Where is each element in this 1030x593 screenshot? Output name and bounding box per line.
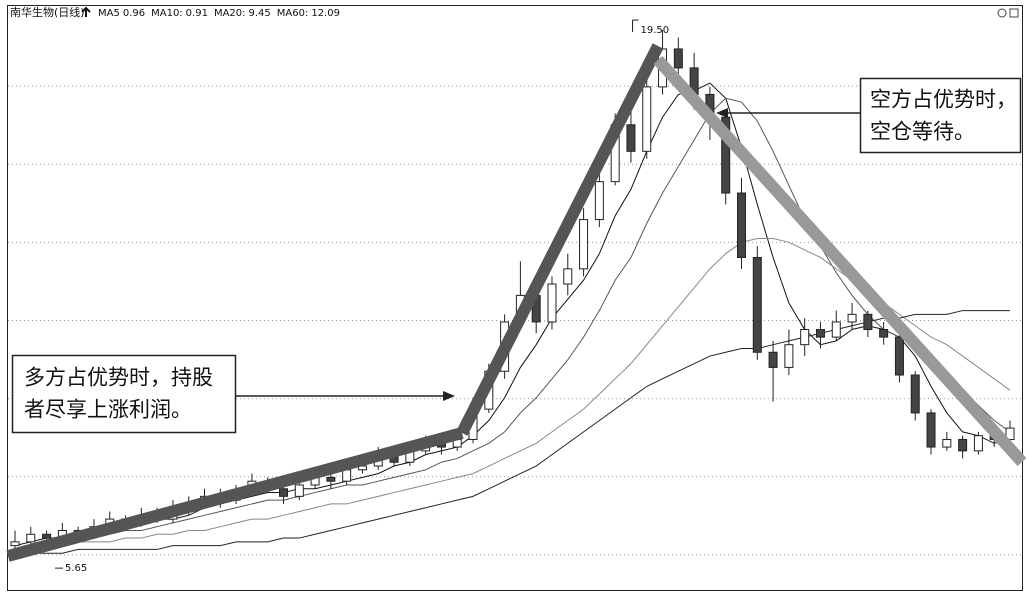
ma-line bbox=[15, 310, 1010, 554]
legend-name: MA20: bbox=[214, 8, 246, 19]
candle-body bbox=[547, 283, 557, 323]
legend-arrow bbox=[81, 6, 91, 17]
candle-body bbox=[863, 313, 873, 331]
legend-value: 0.96 bbox=[123, 8, 145, 19]
bull-trend-line bbox=[456, 43, 664, 436]
legend-value: 9.45 bbox=[249, 8, 271, 19]
candle-body bbox=[26, 533, 36, 543]
candle-body bbox=[879, 329, 889, 338]
candle-body bbox=[721, 116, 731, 194]
high-label: 19.50 bbox=[641, 25, 670, 36]
arrowhead bbox=[443, 391, 455, 401]
candle-body bbox=[768, 351, 778, 368]
pointer bbox=[632, 19, 639, 32]
candle-body bbox=[910, 374, 920, 414]
frame bbox=[7, 5, 1023, 591]
window-icon[interactable] bbox=[1009, 8, 1019, 18]
legend: MA5 0.96 MA10: 0.91 MA20: 9.45 MA60: 12.09 bbox=[81, 6, 340, 19]
annotation-box bbox=[859, 77, 1022, 154]
candle-body bbox=[326, 476, 336, 482]
candle-body bbox=[42, 533, 52, 539]
candle-body bbox=[673, 48, 683, 69]
legend-name: MA60: bbox=[277, 8, 309, 19]
candle-body bbox=[737, 192, 747, 258]
bear-trend-line bbox=[653, 55, 1027, 467]
window-icon[interactable] bbox=[997, 8, 1007, 18]
candle-body bbox=[958, 438, 968, 452]
candle-body bbox=[626, 124, 636, 152]
bull-trend-line bbox=[6, 427, 464, 562]
annotation-text: 多方占优势时，持股 bbox=[24, 366, 213, 390]
legend-value: 12.09 bbox=[311, 8, 340, 19]
candle-body bbox=[752, 256, 762, 353]
candle-body bbox=[579, 219, 589, 270]
candle-body bbox=[342, 469, 352, 482]
ma-line bbox=[14, 97, 1011, 550]
candle-body bbox=[1005, 427, 1015, 440]
legend-name: MA5 bbox=[98, 8, 120, 19]
candle-body bbox=[973, 435, 983, 452]
legend-value: 0.91 bbox=[186, 8, 208, 19]
candle-body bbox=[894, 336, 904, 376]
candle-body bbox=[815, 329, 825, 338]
arrowhead bbox=[716, 108, 728, 118]
candle-body bbox=[642, 86, 652, 152]
candle-body bbox=[278, 488, 288, 497]
annotation-text: 者尽享上涨利润。 bbox=[24, 398, 192, 422]
ma-line bbox=[15, 238, 1011, 550]
annotation-text: 空方占优势时， bbox=[870, 88, 1017, 112]
candle-body bbox=[594, 181, 604, 221]
ma-line bbox=[14, 82, 1011, 547]
annotation-box bbox=[11, 354, 237, 434]
candle-body bbox=[942, 438, 952, 448]
grid bbox=[8, 85, 1022, 556]
candle-body bbox=[784, 344, 794, 368]
candle-body bbox=[831, 321, 841, 338]
low-label: 5.65 bbox=[65, 563, 87, 574]
annotation-text: 空仓等待。 bbox=[870, 120, 975, 144]
candle-body bbox=[294, 484, 304, 497]
candle-body bbox=[563, 268, 573, 285]
chart-title: 南华生物(日线) bbox=[10, 5, 85, 19]
legend-name: MA10: bbox=[151, 8, 183, 19]
candle-body bbox=[800, 329, 810, 346]
candle-body bbox=[847, 313, 857, 323]
candle-body bbox=[10, 541, 20, 547]
candle-body bbox=[926, 412, 936, 448]
